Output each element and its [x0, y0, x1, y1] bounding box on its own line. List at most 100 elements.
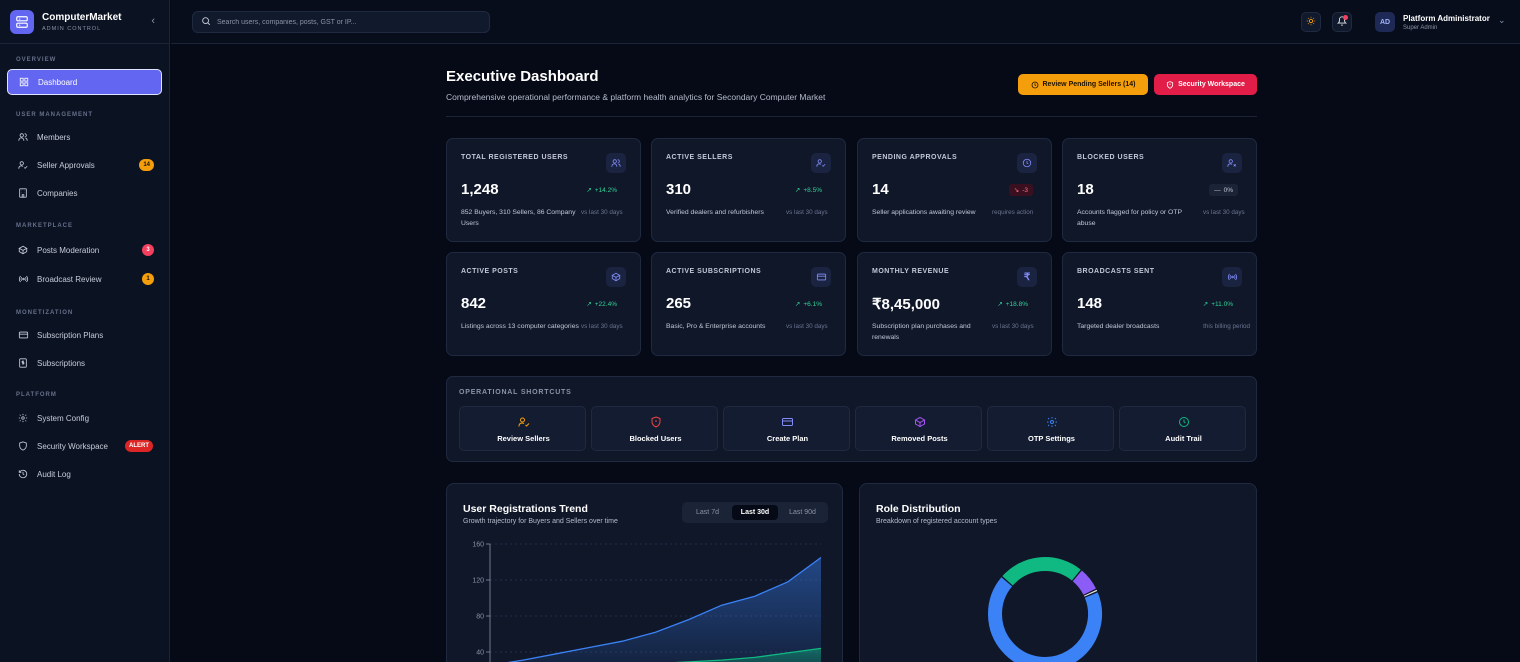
avatar[interactable]: AD [1375, 12, 1395, 32]
sidebar: ComputerMarket ADMIN CONTROL ‹ OVERVIEW … [0, 0, 170, 662]
trend-up-icon: ↗ [586, 301, 592, 308]
app-name: ComputerMarket [42, 11, 122, 23]
user-x-icon [1222, 153, 1242, 173]
trend-down-icon: ↘ [1013, 187, 1020, 194]
y-tick-label: 160 [472, 542, 484, 549]
stat-card-blocked-users[interactable]: BLOCKED USERS 18 —0% Accounts flagged fo… [1062, 138, 1257, 242]
rupee-icon: ₹ [1017, 267, 1037, 287]
sidebar-item-members[interactable]: Members [7, 124, 162, 150]
stat-period: vs last 30 days [1203, 209, 1245, 216]
stat-description: Subscription plan purchases and renewals [872, 323, 971, 341]
review-pending-sellers-label: Review Pending Sellers (14) [1042, 81, 1136, 88]
registrations-subtitle: Growth trajectory for Buyers and Sellers… [463, 518, 618, 525]
stat-description: Basic, Pro & Enterprise accounts [666, 323, 766, 330]
stat-description: Seller applications awaiting review [872, 209, 976, 216]
user-check-icon [17, 159, 29, 171]
chevron-down-icon[interactable]: ⌄ [1498, 15, 1506, 25]
shortcut-audit-trail[interactable]: Audit Trail [1119, 406, 1246, 451]
search-input[interactable] [217, 18, 477, 26]
sidebar-item-audit-log[interactable]: Audit Log [7, 461, 162, 487]
receipt-icon [17, 357, 29, 369]
sidebar-item-security-workspace[interactable]: Security Workspace ALERT [7, 433, 162, 459]
trend-up-icon: ↗ [1202, 301, 1209, 308]
theme-toggle-button[interactable] [1301, 12, 1321, 32]
operational-shortcuts: OPERATIONAL SHORTCUTS Review Sellers Blo… [446, 376, 1257, 462]
sidebar-item-label: Seller Approvals [37, 160, 95, 170]
review-pending-sellers-button[interactable]: Review Pending Sellers (14) [1018, 74, 1148, 95]
users-icon [606, 153, 626, 173]
donut-slice[interactable] [1002, 557, 1081, 586]
user-name[interactable]: Platform Administrator [1403, 14, 1490, 23]
section-overview: OVERVIEW [16, 57, 57, 63]
sidebar-item-posts-moderation[interactable]: Posts Moderation 3 [7, 237, 162, 263]
sidebar-item-system-config[interactable]: System Config [7, 405, 162, 431]
shortcut-review-sellers[interactable]: Review Sellers [459, 406, 586, 451]
collapse-sidebar-icon[interactable]: ‹ [151, 15, 155, 27]
sidebar-item-seller-approvals[interactable]: Seller Approvals 14 [7, 152, 162, 178]
stat-card-active-posts[interactable]: ACTIVE POSTS 842 ↗ +22.4% Listings across… [446, 252, 641, 356]
trend-up-icon: ↗ [794, 187, 801, 194]
donut-slice[interactable] [1072, 570, 1096, 596]
header-divider [446, 116, 1257, 117]
stat-description: Verified dealers and refurbishers [666, 209, 764, 216]
security-alert-badge: ALERT [125, 440, 153, 452]
sidebar-item-subscription-plans[interactable]: Subscription Plans [7, 322, 162, 348]
stat-label: MONTHLY REVENUE [872, 268, 950, 275]
y-tick-label: 120 [472, 578, 484, 585]
search-icon [201, 13, 211, 31]
box-icon [606, 267, 626, 287]
search-box[interactable] [192, 11, 490, 33]
sidebar-item-label: Companies [37, 188, 78, 198]
section-user-management: USER MANAGEMENT [16, 112, 94, 118]
shortcut-blocked-users[interactable]: Blocked Users [591, 406, 718, 451]
brand: ComputerMarket ADMIN CONTROL ‹ [0, 0, 169, 44]
stat-value: 14 [872, 181, 889, 198]
stat-card-broadcasts-sent[interactable]: BROADCASTS SENT 148 ↗ +11.0% Targeted dea… [1062, 252, 1257, 356]
range-selector: Last 7d Last 30d Last 90d [682, 502, 828, 523]
stat-label: ACTIVE SUBSCRIPTIONS [666, 268, 762, 275]
stat-card-pending-approvals[interactable]: PENDING APPROVALS 14 ↘ -3 Seller applicat… [857, 138, 1052, 242]
series-line [674, 647, 822, 662]
trend-badge: ↘ -3 [1008, 184, 1033, 196]
donut-slice[interactable] [988, 577, 1102, 662]
stat-description: Targeted dealer broadcasts [1077, 323, 1160, 330]
stat-card-active-sellers[interactable]: ACTIVE SELLERS 310 ↗ +8.5% Verified deale… [651, 138, 846, 242]
shortcut-otp-settings[interactable]: OTP Settings [987, 406, 1114, 451]
shortcuts-title: OPERATIONAL SHORTCUTS [459, 389, 572, 396]
shortcut-removed-posts[interactable]: Removed Posts [855, 406, 982, 451]
stat-label: BROADCASTS SENT [1077, 268, 1155, 275]
stat-period: vs last 30 days [786, 209, 828, 216]
notifications-button[interactable] [1332, 12, 1352, 32]
section-marketplace: MARKETPLACE [16, 223, 73, 229]
sidebar-item-dashboard[interactable]: Dashboard [7, 69, 162, 95]
sidebar-item-companies[interactable]: Companies [7, 180, 162, 206]
gear-icon [1045, 415, 1058, 428]
shortcut-label: Removed Posts [891, 434, 948, 443]
page-title: Executive Dashboard [446, 68, 599, 85]
main-content: Executive Dashboard Comprehensive operat… [171, 45, 1520, 662]
stat-card-monthly-revenue[interactable]: MONTHLY REVENUE ₹ ₹8,45,000 ↗ +18.8% Subs… [857, 252, 1052, 356]
series-area [511, 557, 821, 662]
notification-dot [1343, 15, 1348, 20]
shortcut-label: Review Sellers [497, 434, 550, 443]
section-platform: PLATFORM [16, 392, 57, 398]
broadcast-icon [1222, 267, 1242, 287]
stat-card-total-users[interactable]: TOTAL REGISTERED USERS 1,248 ↗ +14.2% 852… [446, 138, 641, 242]
trend-badge: ↗ +22.4% [581, 298, 622, 310]
range-90d-button[interactable]: Last 90d [789, 509, 816, 516]
sidebar-item-label: Audit Log [37, 469, 71, 479]
shortcut-label: Blocked Users [629, 434, 682, 443]
stat-value: 842 [461, 295, 487, 312]
security-workspace-label: Security Workspace [1178, 81, 1245, 88]
range-30d-button[interactable]: Last 30d [732, 505, 778, 520]
stat-card-active-subscriptions[interactable]: ACTIVE SUBSCRIPTIONS 265 ↗ +6.1% Basic, P… [651, 252, 846, 356]
security-workspace-button[interactable]: Security Workspace [1154, 74, 1257, 95]
sidebar-item-label: Security Workspace [37, 441, 108, 451]
shortcut-create-plan[interactable]: Create Plan [723, 406, 850, 451]
sidebar-item-subscriptions[interactable]: Subscriptions [7, 350, 162, 376]
shield-icon [17, 440, 29, 452]
sidebar-item-broadcast-review[interactable]: Broadcast Review 1 [7, 266, 162, 292]
broadcast-review-badge: 1 [142, 273, 154, 285]
range-7d-button[interactable]: Last 7d [696, 509, 719, 516]
